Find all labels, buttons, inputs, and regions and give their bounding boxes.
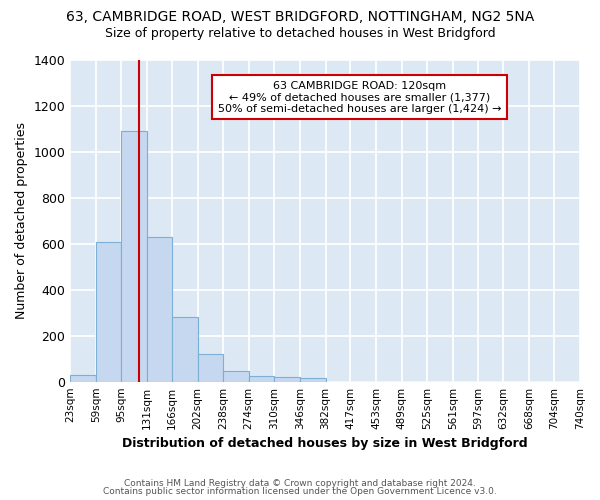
Bar [121,131,147,382]
Bar [70,375,96,382]
Text: Contains HM Land Registry data © Crown copyright and database right 2024.: Contains HM Land Registry data © Crown c… [124,478,476,488]
Bar [223,372,249,382]
Y-axis label: Number of detached properties: Number of detached properties [15,122,28,320]
Bar [249,376,274,382]
Bar [172,318,197,382]
Text: 63 CAMBRIDGE ROAD: 120sqm
← 49% of detached houses are smaller (1,377)
50% of se: 63 CAMBRIDGE ROAD: 120sqm ← 49% of detac… [218,80,502,114]
Bar [197,354,223,382]
Bar [274,377,300,382]
Text: Size of property relative to detached houses in West Bridgford: Size of property relative to detached ho… [104,28,496,40]
Bar [96,242,121,382]
X-axis label: Distribution of detached houses by size in West Bridgford: Distribution of detached houses by size … [122,437,528,450]
Bar [147,237,172,382]
Bar [300,378,326,382]
Text: 63, CAMBRIDGE ROAD, WEST BRIDGFORD, NOTTINGHAM, NG2 5NA: 63, CAMBRIDGE ROAD, WEST BRIDGFORD, NOTT… [66,10,534,24]
Text: Contains public sector information licensed under the Open Government Licence v3: Contains public sector information licen… [103,487,497,496]
